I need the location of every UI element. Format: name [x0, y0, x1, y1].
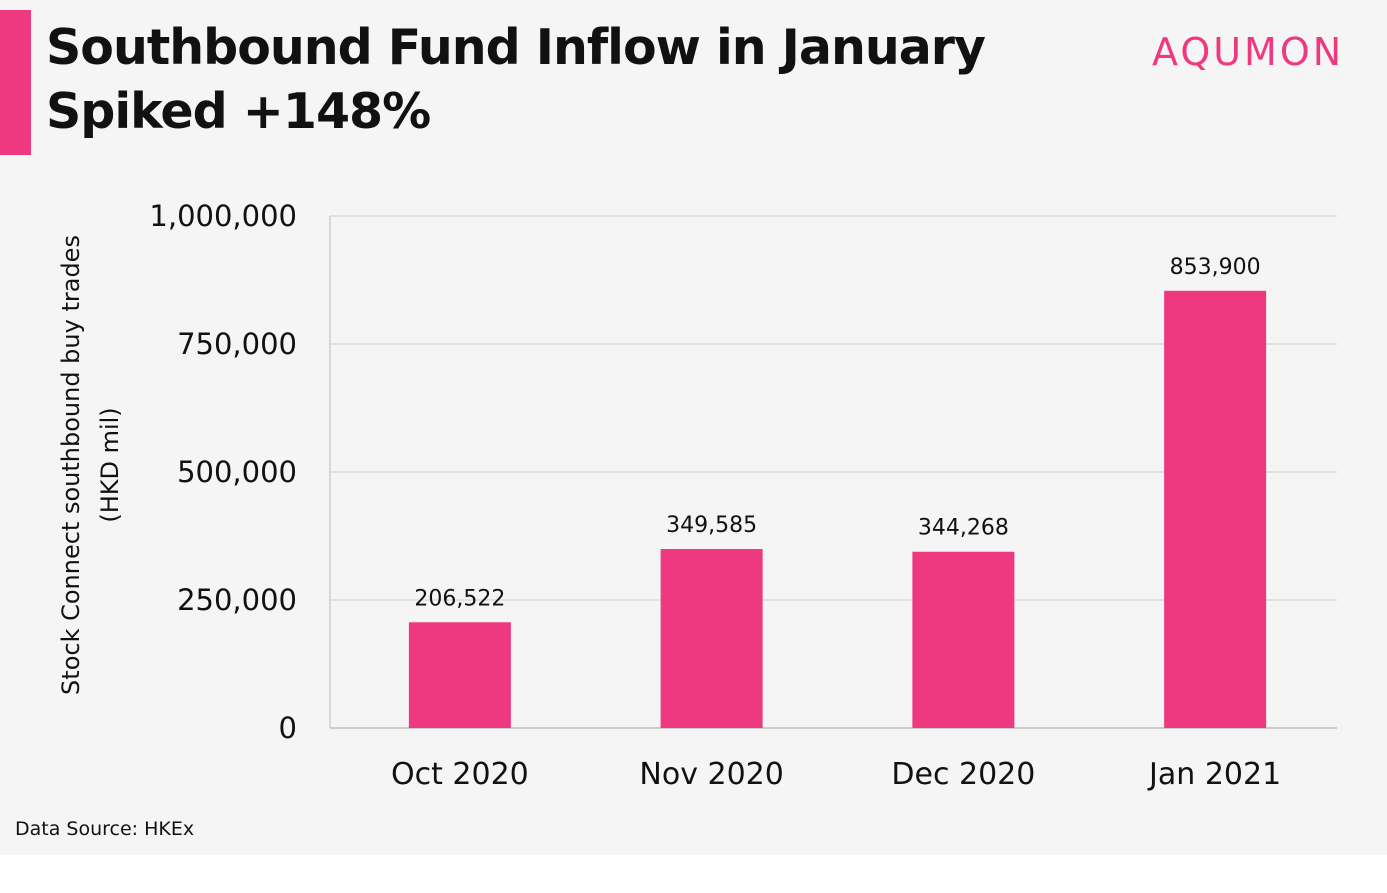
data-label: 344,268: [918, 516, 1009, 541]
y-axis-title-line-2: (HKD mil): [96, 407, 124, 522]
x-tick-label: Oct 2020: [391, 757, 529, 792]
chart-title: Southbound Fund Inflow in January Spiked…: [46, 16, 1046, 144]
x-tick-label: Dec 2020: [891, 757, 1035, 792]
y-tick-label: 750,000: [177, 327, 297, 361]
axis-layer: 0 250,000 500,000 750,000 1,000,000: [149, 199, 331, 745]
y-tick-label: 250,000: [177, 583, 297, 617]
y-axis-title: Stock Connect southbound buy trades (HKD…: [57, 235, 124, 695]
y-axis-title-line-1: Stock Connect southbound buy trades: [57, 235, 85, 695]
bar-chart: 0 250,000 500,000 750,000 1,000,000 206,522 O…: [57, 199, 1337, 792]
title-line-1: Southbound Fund Inflow in January: [46, 19, 986, 76]
data-label: 206,522: [414, 586, 505, 611]
bar-nov-2020: [660, 549, 763, 728]
data-source-note: Data Source: HKEx: [15, 818, 195, 840]
title-line-2: Spiked +148%: [46, 83, 431, 140]
aqumon-logo: AQUMON: [1152, 30, 1345, 74]
bar-oct-2020: [408, 622, 511, 728]
y-tick-label: 1,000,000: [149, 199, 297, 233]
data-label: 349,585: [666, 513, 757, 538]
label-layer: 206,522 Oct 2020 349,585 Nov 2020 344,268 Dec…: [391, 255, 1281, 792]
bar-layer: [408, 290, 1267, 728]
bar-jan-2021: [1164, 290, 1267, 728]
bar-dec-2020: [912, 551, 1015, 728]
data-label: 853,900: [1170, 255, 1261, 280]
x-tick-label: Nov 2020: [639, 757, 783, 792]
y-tick-label: 500,000: [177, 455, 297, 489]
y-tick-label: 0: [279, 711, 297, 745]
title-accent-bar: [0, 10, 31, 155]
x-tick-label: Jan 2021: [1147, 757, 1281, 792]
